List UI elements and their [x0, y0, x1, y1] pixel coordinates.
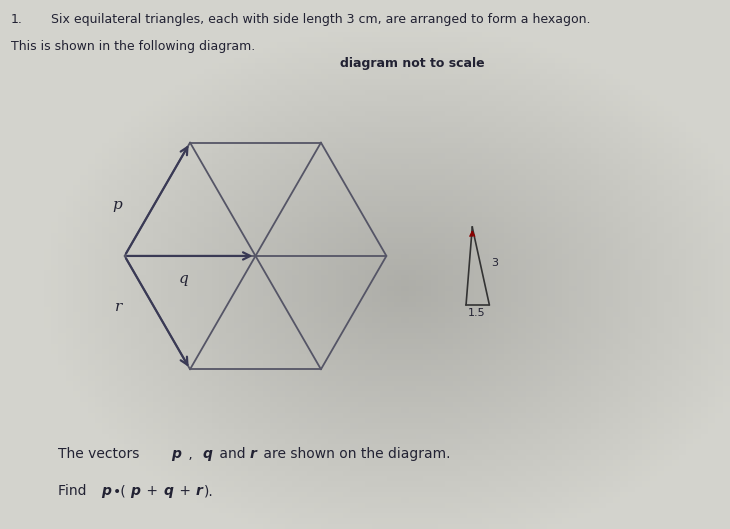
Text: r: r [196, 484, 202, 498]
Text: r: r [115, 300, 122, 314]
Text: p: p [112, 198, 122, 212]
Text: ,: , [184, 447, 197, 461]
Text: diagram not to scale: diagram not to scale [340, 57, 485, 70]
Text: p: p [130, 484, 140, 498]
Text: 1.: 1. [11, 13, 23, 26]
Text: and: and [215, 447, 250, 461]
Text: p: p [101, 484, 111, 498]
Text: •(: •( [113, 484, 127, 498]
Text: p: p [172, 447, 182, 461]
Text: Find: Find [58, 484, 91, 498]
Text: The vectors: The vectors [58, 447, 144, 461]
Text: +: + [142, 484, 163, 498]
Text: q: q [179, 272, 188, 287]
Text: This is shown in the following diagram.: This is shown in the following diagram. [11, 40, 255, 53]
Text: are shown on the diagram.: are shown on the diagram. [259, 447, 450, 461]
Text: r: r [250, 447, 256, 461]
Text: +: + [175, 484, 196, 498]
Text: 1.5: 1.5 [468, 308, 485, 318]
Text: ).: ). [204, 484, 214, 498]
Text: Six equilateral triangles, each with side length 3 cm, are arranged to form a he: Six equilateral triangles, each with sid… [51, 13, 591, 26]
Text: q: q [203, 447, 213, 461]
Text: q: q [164, 484, 174, 498]
Text: 3: 3 [492, 258, 499, 268]
